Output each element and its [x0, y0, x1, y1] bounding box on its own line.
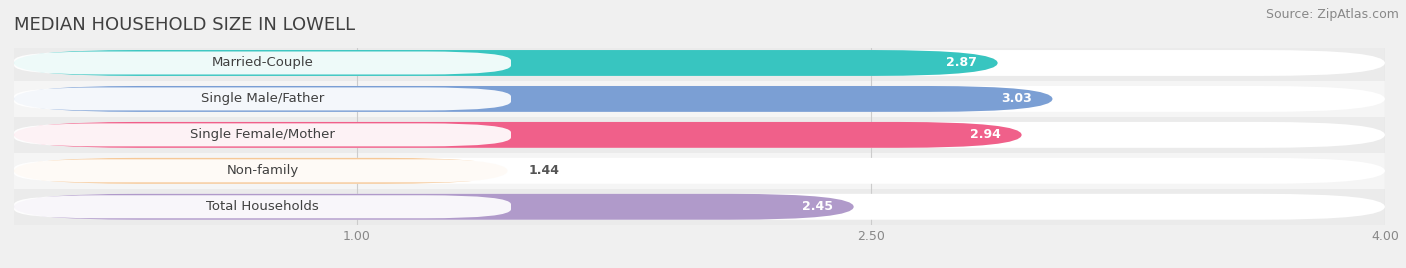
FancyBboxPatch shape [14, 50, 998, 76]
Text: Total Households: Total Households [207, 200, 319, 213]
FancyBboxPatch shape [14, 122, 1022, 148]
Bar [14, 153, 1385, 189]
Text: 3.03: 3.03 [1001, 92, 1032, 105]
Text: 2.87: 2.87 [946, 57, 977, 69]
Bar [14, 45, 1385, 81]
FancyBboxPatch shape [14, 122, 1385, 148]
Text: MEDIAN HOUSEHOLD SIZE IN LOWELL: MEDIAN HOUSEHOLD SIZE IN LOWELL [14, 16, 356, 34]
Text: Source: ZipAtlas.com: Source: ZipAtlas.com [1265, 8, 1399, 21]
FancyBboxPatch shape [14, 159, 510, 182]
Text: 2.45: 2.45 [803, 200, 834, 213]
Text: Married-Couple: Married-Couple [211, 57, 314, 69]
FancyBboxPatch shape [14, 123, 510, 146]
FancyBboxPatch shape [14, 194, 1385, 220]
FancyBboxPatch shape [14, 86, 1053, 112]
FancyBboxPatch shape [14, 51, 510, 75]
FancyBboxPatch shape [14, 194, 853, 220]
Text: 1.44: 1.44 [529, 164, 560, 177]
FancyBboxPatch shape [14, 87, 510, 110]
Text: Single Female/Mother: Single Female/Mother [190, 128, 335, 142]
Text: Non-family: Non-family [226, 164, 298, 177]
Bar [14, 189, 1385, 225]
Bar [14, 117, 1385, 153]
FancyBboxPatch shape [14, 158, 508, 184]
FancyBboxPatch shape [14, 158, 1385, 184]
FancyBboxPatch shape [14, 195, 510, 218]
Text: 2.94: 2.94 [970, 128, 1001, 142]
Text: Single Male/Father: Single Male/Father [201, 92, 325, 105]
Bar [14, 81, 1385, 117]
FancyBboxPatch shape [14, 50, 1385, 76]
FancyBboxPatch shape [14, 86, 1385, 112]
